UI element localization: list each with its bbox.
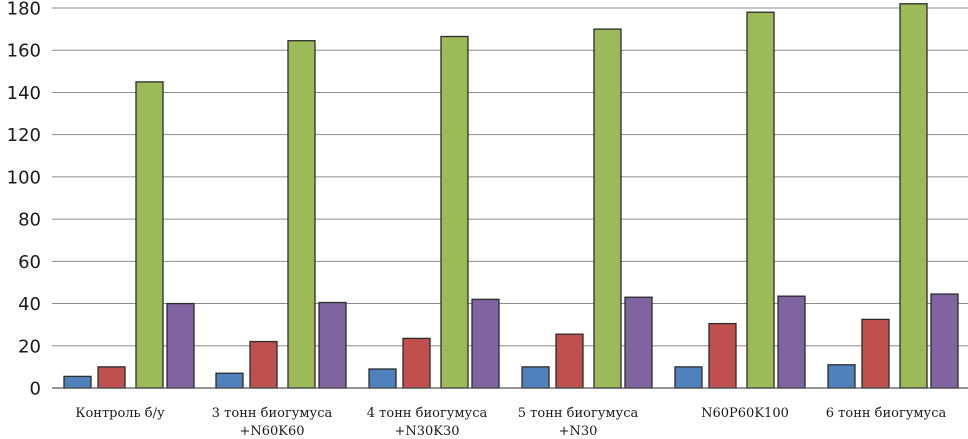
x-category-label: +N30K30 xyxy=(394,424,459,439)
y-tick-label: 160 xyxy=(7,41,41,62)
x-category-label: 4 тонн биогумуса xyxy=(367,406,488,421)
x-category-label: 6 тонн биогумуса xyxy=(826,406,947,421)
y-tick-label: 180 xyxy=(7,0,41,20)
bar-series-3-cat-6 xyxy=(899,3,928,389)
bar-series-4-cat-5 xyxy=(777,295,806,389)
bar-series-2-cat-3 xyxy=(402,337,431,389)
bar-series-1-cat-5 xyxy=(674,366,703,389)
x-category-label: Контроль б/у xyxy=(75,406,165,421)
bar-series-3-cat-1 xyxy=(135,81,164,389)
y-axis-tick-labels: 0 20 40 60 80 100 120 140 160 180 xyxy=(7,0,41,400)
bar-series-3-cat-2 xyxy=(287,40,316,389)
bar-series-1-cat-3 xyxy=(368,368,397,389)
x-category-label: +N30 xyxy=(559,424,598,439)
bar-series-2-cat-5 xyxy=(708,322,737,389)
y-tick-label: 140 xyxy=(7,83,41,104)
bar-series-1-cat-6 xyxy=(827,364,856,389)
bar-series-4-cat-3 xyxy=(471,298,500,389)
x-category-label: +N60K60 xyxy=(239,424,304,439)
bar-series-3-cat-5 xyxy=(746,11,775,389)
bar-series-2-cat-2 xyxy=(249,340,278,389)
y-tick-label: 120 xyxy=(7,125,41,146)
y-tick-label: 100 xyxy=(7,167,41,188)
y-tick-label: 40 xyxy=(18,294,41,315)
x-category-label: 3 тонн биогумуса xyxy=(212,406,333,421)
bar-series-4-cat-6 xyxy=(930,293,959,389)
bar-series-1-cat-2 xyxy=(215,372,244,389)
bar-series-4-cat-4 xyxy=(624,296,653,389)
y-tick-label: 80 xyxy=(18,210,41,231)
bar-series-4-cat-1 xyxy=(166,302,195,389)
y-tick-label: 20 xyxy=(18,336,41,357)
gridlines xyxy=(52,7,968,347)
bar-series-2-cat-4 xyxy=(555,333,584,389)
x-axis-category-labels: Контроль б/у 3 тонн биогумуса +N60K60 4 тон… xyxy=(75,406,946,439)
y-tick-label: 0 xyxy=(30,379,41,400)
x-category-label: 5 тонн биогумуса xyxy=(518,406,639,421)
bar-series-1-cat-1 xyxy=(63,375,92,389)
bar-series-2-cat-1 xyxy=(97,366,126,389)
y-tick-label: 60 xyxy=(18,252,41,273)
bar-series-2-cat-6 xyxy=(861,318,890,389)
bar-series-3-cat-4 xyxy=(593,28,622,389)
bar-series-4-cat-2 xyxy=(318,301,347,389)
bar-series-3-cat-3 xyxy=(440,35,469,389)
bars xyxy=(63,3,959,389)
x-category-label: N60P60K100 xyxy=(701,406,789,421)
bar-series-1-cat-4 xyxy=(521,366,550,389)
